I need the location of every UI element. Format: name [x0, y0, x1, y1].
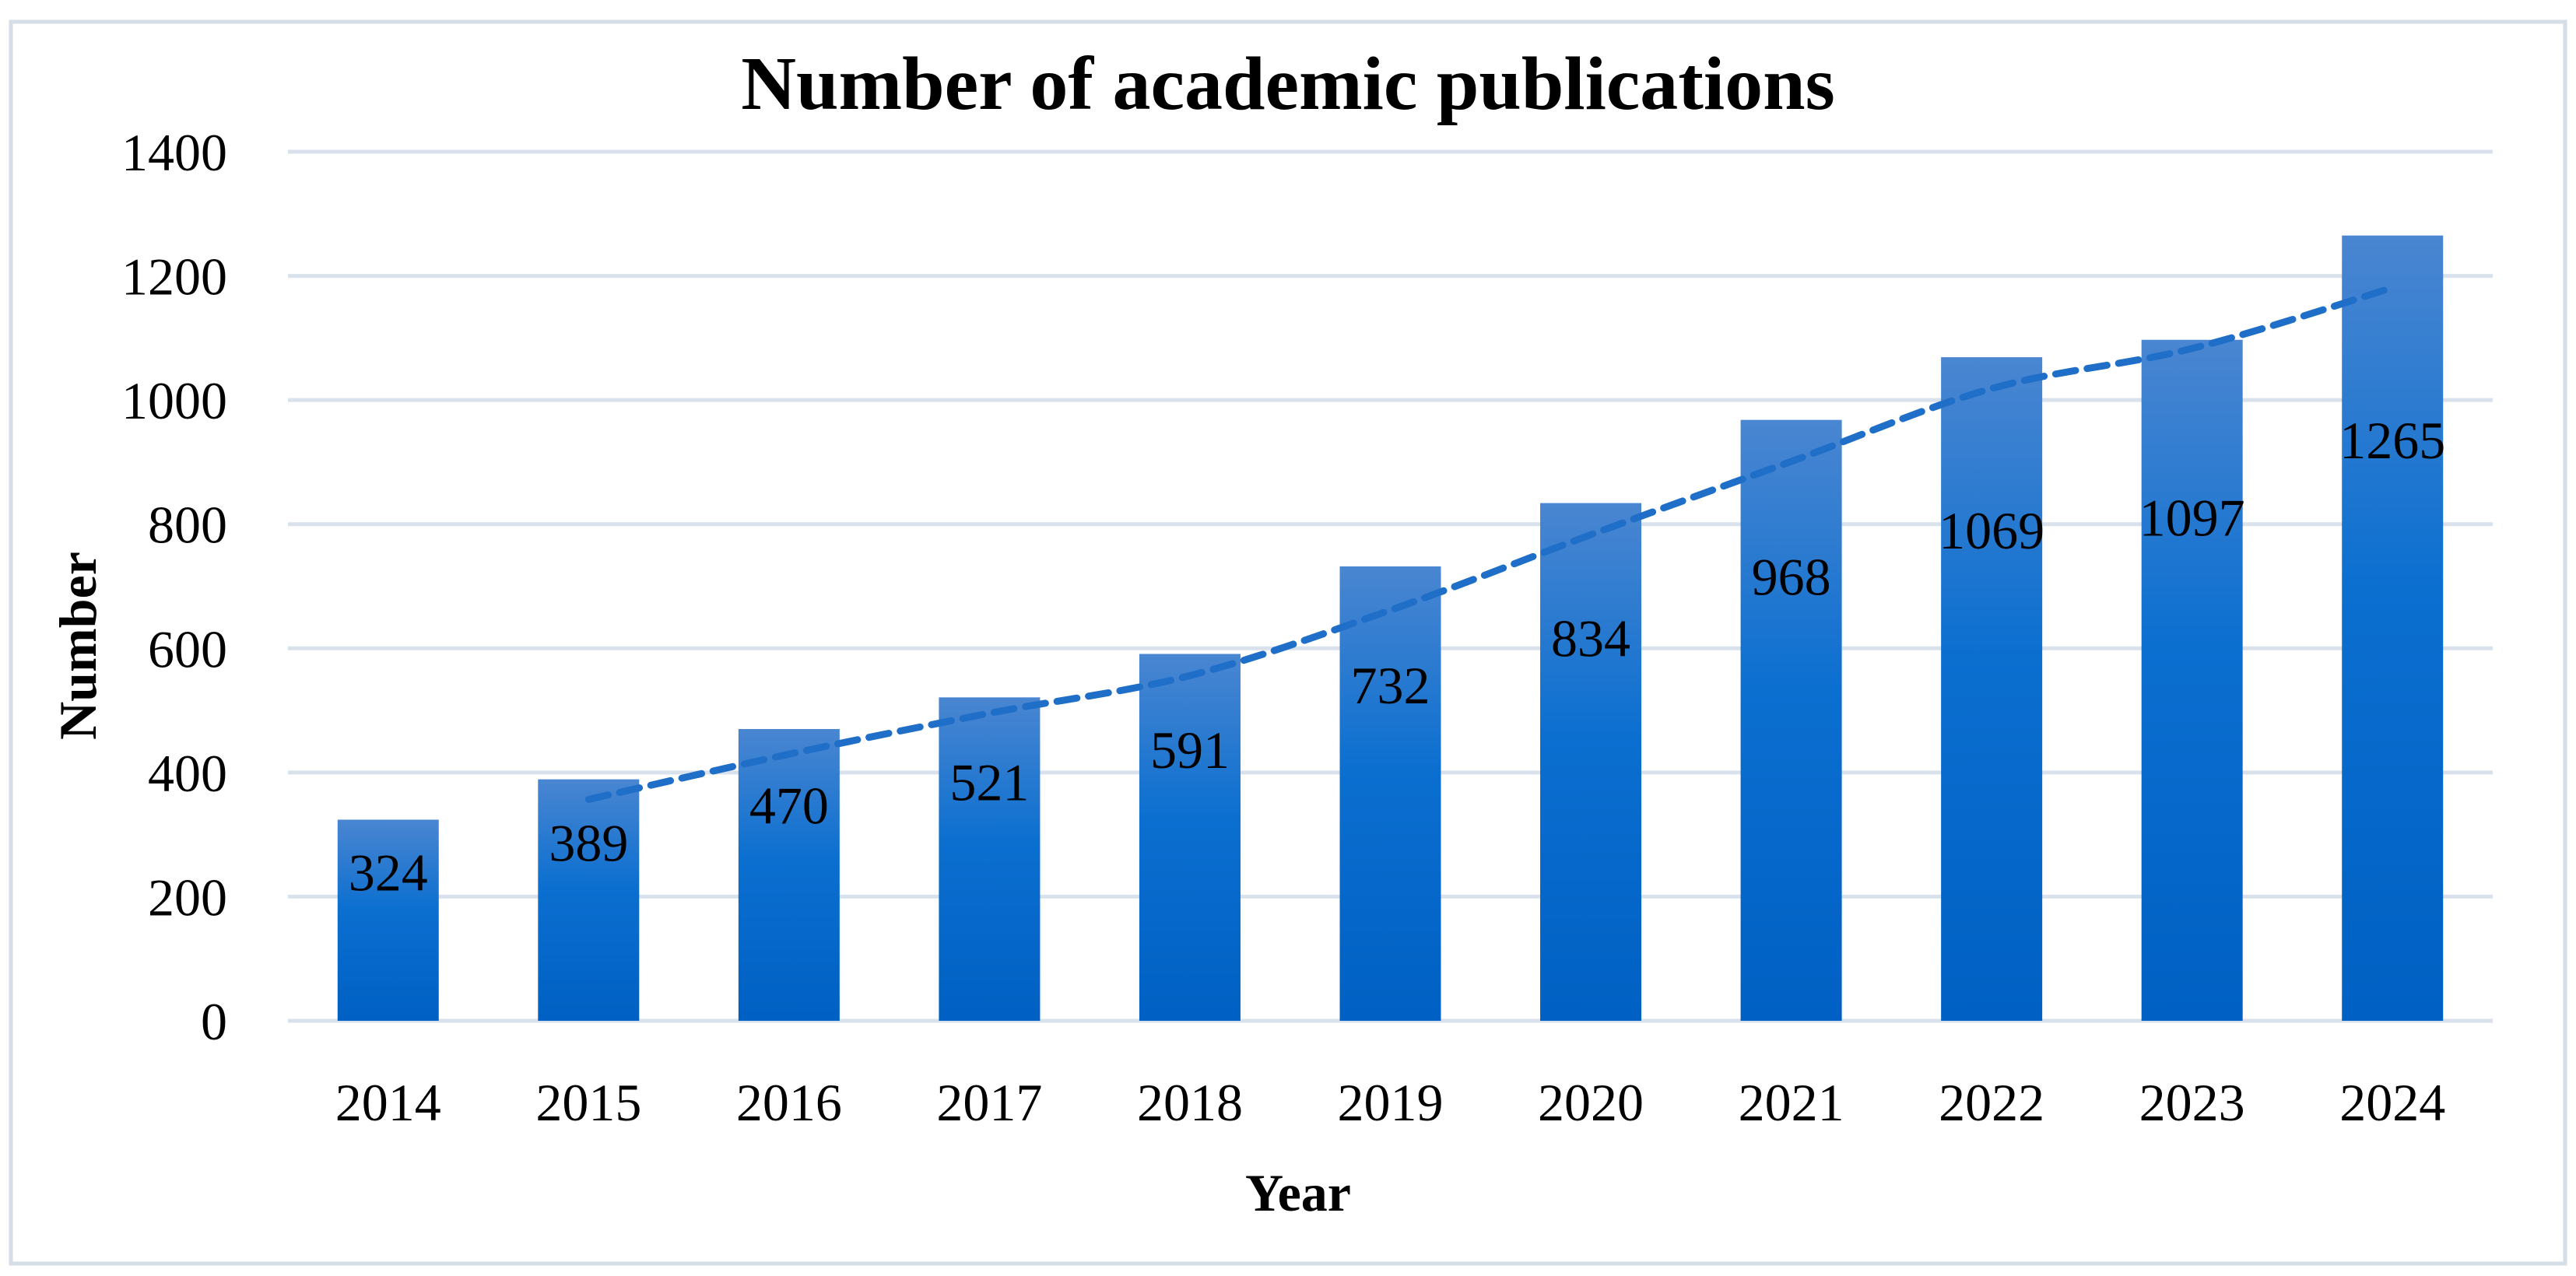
x-axis-ticks: 2014 2015 2016 2017 2018 2019 2020 2021 2022 2023…	[335, 1073, 2445, 1132]
data-label: 968	[1752, 547, 1831, 606]
trendline	[584, 284, 2396, 804]
x-tick-label: 2021	[1739, 1073, 1844, 1132]
bar-2020	[1540, 503, 1642, 1021]
bar-2016	[738, 729, 840, 1021]
x-tick-label: 2020	[1538, 1073, 1644, 1132]
data-label: 591	[1150, 720, 1230, 780]
x-axis-title: Year	[1245, 1163, 1351, 1222]
bar-2015	[538, 779, 640, 1021]
bar-2021	[1740, 419, 1842, 1021]
data-label: 1097	[2139, 488, 2245, 547]
y-tick-label: 1200	[121, 247, 227, 307]
bar-2014	[337, 819, 439, 1021]
x-tick-label: 2017	[936, 1073, 1042, 1132]
y-tick-label: 800	[148, 496, 227, 555]
x-tick-label: 2023	[2139, 1073, 2245, 1132]
data-label: 732	[1351, 656, 1430, 715]
bars	[337, 235, 2444, 1022]
y-tick-label: 0	[201, 992, 227, 1051]
data-label: 324	[349, 843, 428, 903]
bar-2017	[939, 697, 1041, 1021]
bar-2018	[1139, 654, 1241, 1021]
data-label: 1265	[2339, 411, 2445, 470]
chart-title: Number of academic publications	[741, 42, 1835, 126]
data-label: 521	[949, 752, 1029, 812]
bar-2024	[2342, 235, 2444, 1022]
bar-2023	[2141, 339, 2243, 1021]
y-axis-title: Number	[48, 552, 107, 740]
x-tick-label: 2022	[1939, 1073, 2044, 1132]
data-label: 470	[749, 776, 829, 836]
x-tick-label: 2014	[335, 1073, 441, 1132]
x-tick-label: 2024	[2339, 1073, 2445, 1132]
y-axis-ticks: 0 200 400 600 800 1000 1200 1400	[121, 123, 227, 1051]
y-tick-label: 200	[148, 868, 227, 927]
data-label: 834	[1551, 609, 1630, 668]
x-tick-label: 2015	[535, 1073, 641, 1132]
x-tick-label: 2019	[1338, 1073, 1444, 1132]
x-tick-label: 2016	[736, 1073, 842, 1132]
y-tick-label: 1000	[121, 371, 227, 430]
x-tick-label: 2018	[1137, 1073, 1243, 1132]
data-label: 389	[549, 813, 628, 872]
gridlines	[288, 149, 2493, 1023]
data-label: 1069	[1939, 501, 2044, 560]
y-tick-label: 1400	[121, 123, 227, 182]
y-tick-label: 400	[148, 744, 227, 803]
data-labels: 324 389 470 521 591 732 834 968 1069 1097 1265	[349, 411, 2445, 903]
bar-2022	[1941, 357, 2043, 1022]
bar-2019	[1339, 566, 1441, 1021]
trendline-group	[584, 284, 2396, 804]
y-tick-label: 600	[148, 619, 227, 678]
